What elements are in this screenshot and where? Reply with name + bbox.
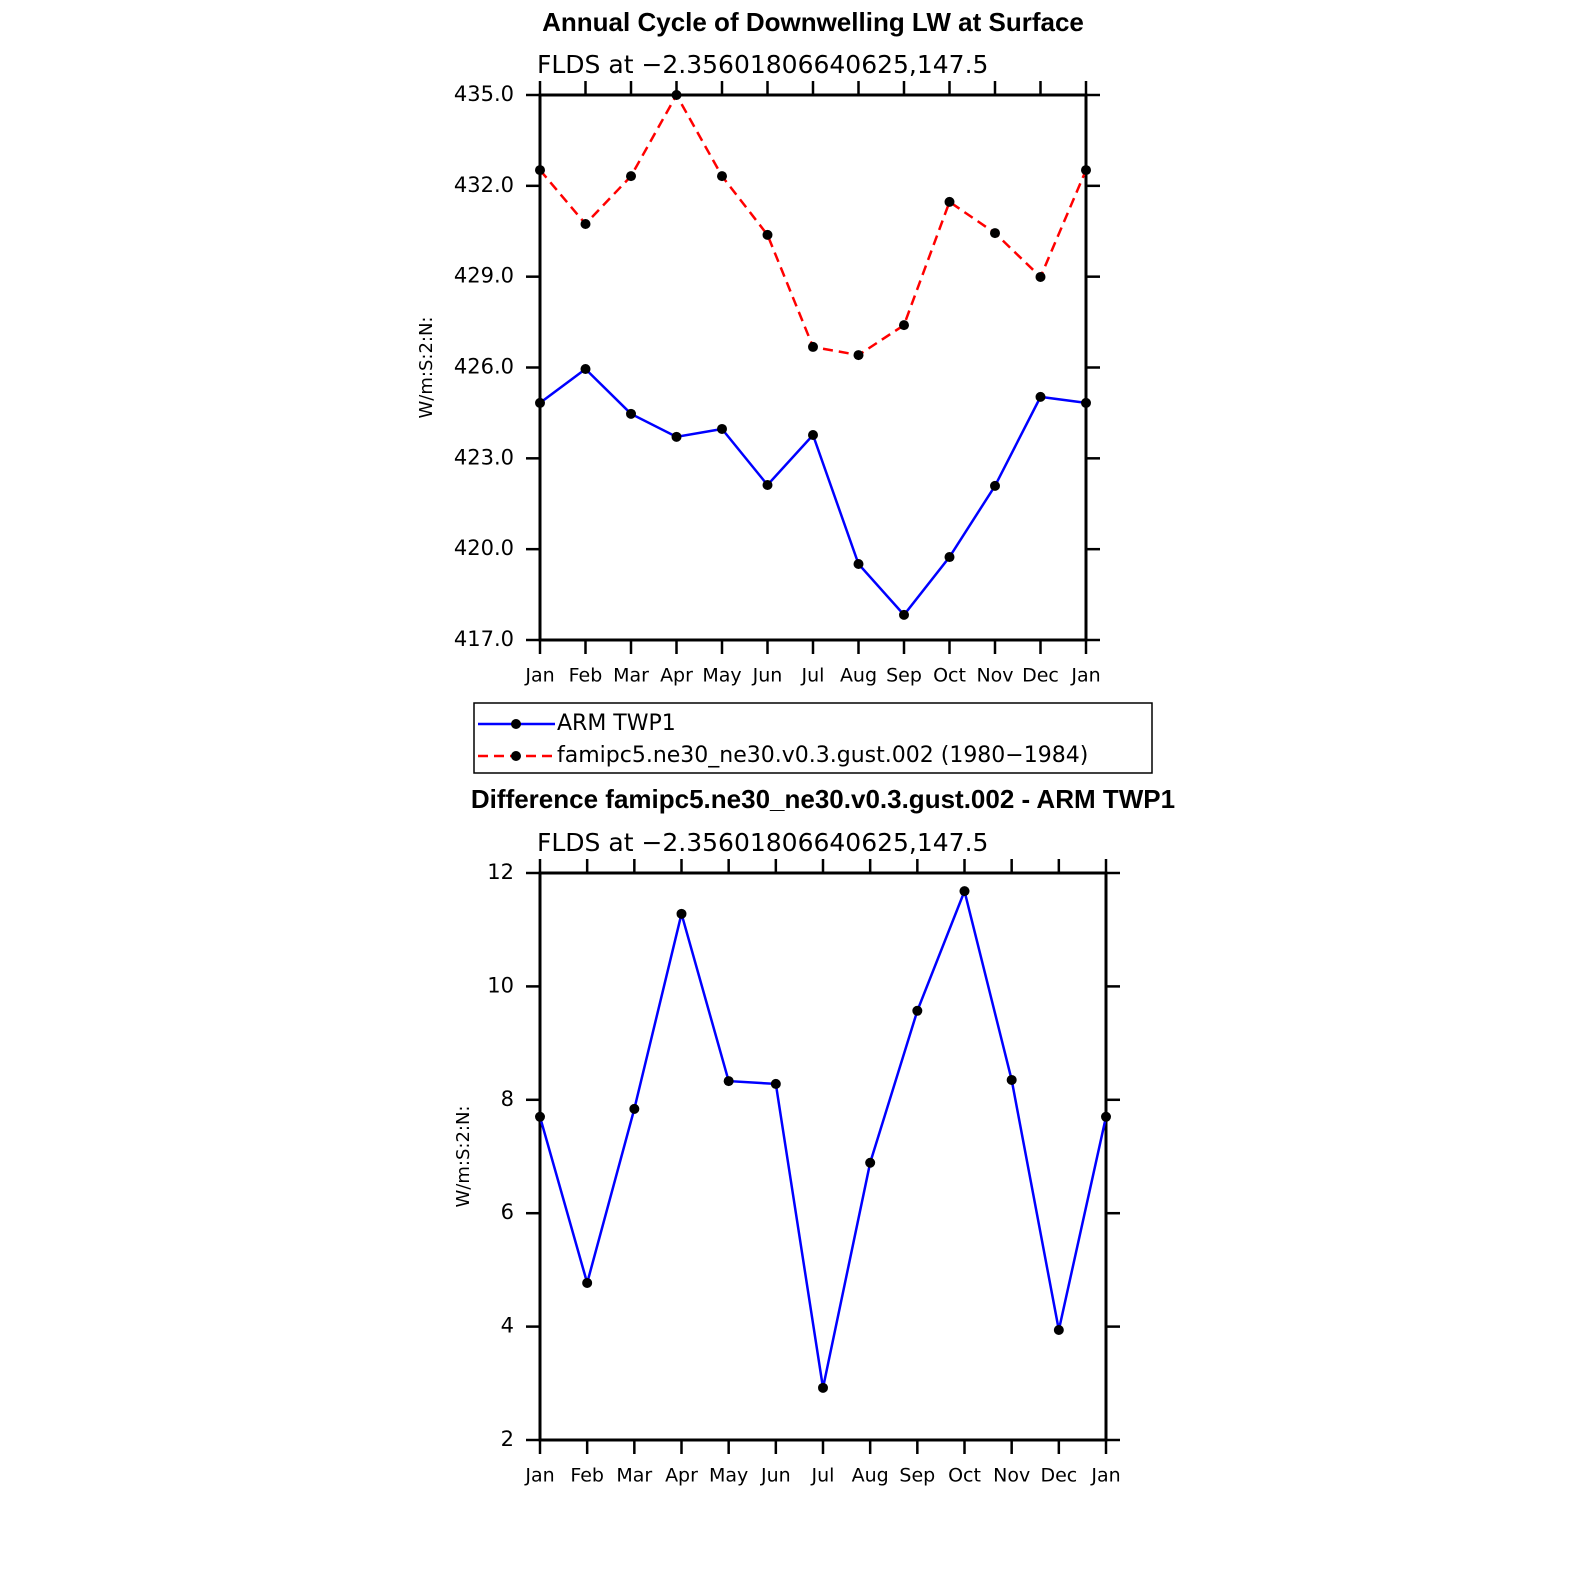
y-axis-label: W/m:S:2:N: (453, 1106, 474, 1208)
y-tick-label: 10 (487, 973, 514, 997)
x-tick-label: Dec (1040, 1465, 1077, 1487)
x-tick-label: Sep (886, 665, 922, 687)
marker (1035, 271, 1046, 282)
marker (717, 171, 727, 182)
marker (1006, 1074, 1017, 1085)
y-tick-label: 429.0 (454, 264, 514, 288)
marker (865, 1157, 876, 1168)
marker (723, 1076, 734, 1087)
series-line (539, 92, 1088, 357)
x-tick-label: Mar (613, 665, 649, 687)
y-tick-label: 423.0 (454, 445, 514, 469)
x-tick-label: Dec (1022, 665, 1059, 687)
y-tick-label: 432.0 (454, 173, 514, 197)
marker (1035, 391, 1046, 402)
marker (626, 171, 636, 182)
x-tick-label: Aug (840, 665, 877, 687)
y-tick-label: 426.0 (454, 355, 514, 379)
marker (944, 552, 955, 563)
y-axis-label: W/m:S:2:N: (416, 317, 437, 419)
marker (535, 1111, 545, 1122)
x-tick-label: Jan (524, 1465, 554, 1487)
x-tick-label: Apr (660, 665, 693, 687)
marker (1081, 397, 1091, 408)
marker (912, 1005, 923, 1016)
marker (944, 196, 955, 207)
marker (1053, 1325, 1064, 1336)
plot-frame (538, 93, 1088, 642)
marker (535, 397, 545, 408)
x-tick-label: Oct (948, 1465, 981, 1487)
y-tick-label: 420.0 (454, 536, 514, 560)
y-tick-label: 12 (487, 860, 514, 884)
marker (770, 1078, 781, 1089)
x-tick-label: Jan (1070, 665, 1100, 687)
marker (853, 559, 864, 570)
chart-title: Difference famipc5.ne30_ne30.v0.3.gust.0… (471, 784, 1175, 814)
plot-frame (538, 871, 1108, 1442)
marker (582, 1277, 593, 1288)
marker (671, 431, 682, 442)
marker (535, 165, 545, 176)
y-tick-label: 8 (501, 1087, 514, 1111)
y-tick-label: 6 (501, 1200, 514, 1224)
y-tick-label: 417.0 (454, 627, 514, 651)
x-tick-label: Nov (976, 665, 1013, 687)
marker (899, 320, 909, 331)
x-tick-label: Jun (760, 1465, 791, 1487)
legend-label: famipc5.ne30_ne30.v0.3.gust.002 (1980−19… (557, 743, 1088, 768)
chart-subtitle: FLDS at −2.35601806640625,147.5 (537, 828, 988, 857)
legend-marker (511, 751, 521, 761)
x-tick-label: Jul (811, 1465, 835, 1487)
marker (1101, 1111, 1111, 1122)
x-tick-label: Feb (569, 665, 603, 687)
marker (1081, 165, 1091, 176)
x-tick-label: Mar (616, 1465, 652, 1487)
chart-subtitle: FLDS at −2.35601806640625,147.5 (537, 50, 988, 79)
marker (580, 218, 591, 229)
x-tick-label: Jun (752, 665, 783, 687)
marker (629, 1103, 640, 1114)
x-tick-label: Nov (993, 1465, 1030, 1487)
marker (959, 886, 970, 897)
x-tick-label: May (709, 1465, 748, 1487)
x-tick-label: Jul (801, 665, 825, 687)
marker (717, 423, 727, 434)
x-tick-label: Feb (570, 1465, 604, 1487)
x-tick-label: Apr (665, 1465, 698, 1487)
x-tick-label: Sep (899, 1465, 935, 1487)
x-tick-label: Jan (1090, 1465, 1120, 1487)
marker (580, 364, 591, 375)
y-tick-label: 435.0 (454, 82, 514, 106)
x-tick-label: May (702, 665, 741, 687)
legend-marker (511, 719, 521, 729)
legend-label: ARM TWP1 (557, 711, 676, 736)
marker (762, 479, 773, 490)
marker (808, 430, 818, 441)
marker (762, 229, 773, 240)
marker (853, 350, 864, 361)
marker (990, 480, 1000, 491)
x-tick-label: Aug (852, 1465, 889, 1487)
marker (671, 90, 682, 100)
chart-title: Annual Cycle of Downwelling LW at Surfac… (542, 7, 1084, 37)
marker (818, 1382, 828, 1393)
x-tick-label: Oct (933, 665, 966, 687)
series-line (539, 367, 1087, 617)
marker (990, 228, 1000, 239)
marker (899, 609, 909, 620)
series-line (538, 887, 1108, 1389)
marker (676, 908, 687, 919)
y-tick-label: 2 (501, 1427, 514, 1451)
marker (626, 408, 636, 419)
y-tick-label: 4 (501, 1314, 514, 1338)
legend-box (473, 702, 1153, 774)
marker (808, 341, 818, 352)
x-tick-label: Jan (524, 665, 554, 687)
